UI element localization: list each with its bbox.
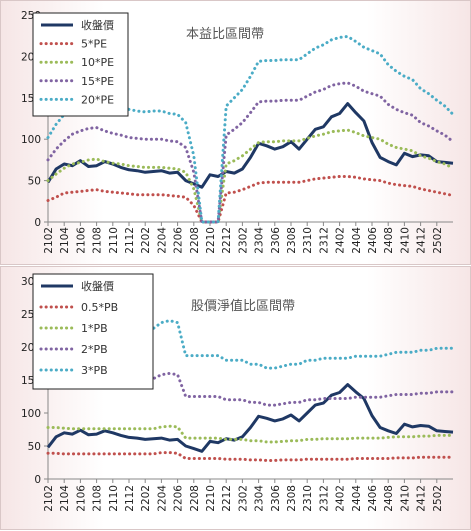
chart-legend: 收盤價 0.5*PB 1*PB 2*PB 3*PB [32, 273, 154, 390]
x-tick-label: 2308 [286, 227, 298, 254]
x-tick-label: 2212 [221, 227, 233, 254]
x-tick-label: 2306 [270, 485, 282, 512]
x-tick-label: 2210 [205, 485, 217, 512]
x-tick-label: 2302 [237, 227, 249, 254]
x-tick-label: 2310 [302, 227, 314, 254]
y-tick-label: 0 [34, 474, 41, 486]
series-line-0 [46, 383, 454, 453]
legend-label: 收盤價 [81, 18, 114, 32]
pb-band-chart-panel: 0 50 100 150 200 250 300 2102 2104 2106 2108 2110 21… [0, 266, 471, 530]
y-tick-label: 50 [28, 176, 41, 188]
x-tick-label: 2102 [43, 227, 55, 254]
x-tick-label: 2308 [286, 485, 298, 512]
series-line-4 [46, 319, 455, 370]
x-tick-label: 2412 [416, 227, 428, 254]
chart-title: 本益比區間帶 [186, 27, 264, 42]
pe-band-chart-panel: 0 50 100 150 200 250 2102 2104 2106 2108 2110 2112 2… [0, 0, 471, 265]
y-tick-label: 100 [21, 408, 41, 420]
x-tick-label: 2102 [43, 485, 55, 512]
legend-label: 1*PB [81, 322, 108, 335]
x-tick-label: 2212 [221, 485, 233, 512]
legend-box [32, 12, 129, 117]
x-tick-label: 2204 [156, 227, 168, 254]
chart-legend: 收盤價 5*PE 10*PE 15*PE 20*PE [32, 12, 129, 117]
series-line-3 [46, 81, 455, 224]
x-tick-label: 2208 [189, 485, 201, 512]
series-line-3 [46, 371, 455, 407]
x-tick-label: 2210 [205, 227, 217, 254]
x-tick-label: 2110 [108, 485, 120, 512]
x-tick-label: 2304 [254, 227, 266, 254]
x-tick-label: 2108 [92, 485, 104, 512]
legend-label: 2*PB [81, 343, 108, 356]
x-tick-label: 2106 [75, 485, 87, 512]
x-tick-label: 2104 [59, 227, 71, 254]
x-tick-label: 2410 [399, 227, 411, 254]
x-tick-label: 2306 [270, 227, 282, 254]
series-line-0 [46, 102, 454, 189]
x-tick-label: 2202 [140, 485, 152, 512]
x-tick-label: 2408 [383, 485, 395, 512]
legend-label: 15*PE [81, 75, 114, 88]
series-line-1 [46, 175, 455, 224]
x-tick-label: 2404 [351, 485, 363, 512]
y-tick-label: 100 [21, 134, 41, 146]
series-line-1 [46, 451, 455, 462]
x-tick-label: 2108 [92, 227, 104, 254]
x-tick-label: 2204 [156, 485, 168, 512]
x-tick-label: 2406 [367, 227, 379, 254]
x-tick-label: 2304 [254, 485, 266, 512]
x-tick-label: 2106 [75, 227, 87, 254]
x-tick-label: 2206 [173, 227, 185, 254]
x-tick-label: 2110 [108, 227, 120, 254]
x-tick-label: 2208 [189, 227, 201, 254]
x-tick-label: 2302 [237, 485, 249, 512]
x-tick-label: 2412 [416, 485, 428, 512]
legend-box [32, 273, 154, 390]
y-tick-label: 50 [28, 441, 41, 453]
x-tick-label: 2402 [335, 485, 347, 512]
chart-title: 股價淨值比區間帶 [191, 298, 295, 314]
y-tick-label: 0 [34, 217, 41, 229]
x-tick-label: 2312 [318, 227, 330, 254]
x-tick-label: 2502 [432, 227, 444, 254]
x-tick-label: 2404 [351, 227, 363, 254]
x-tick-label: 2408 [383, 227, 395, 254]
x-tick-label: 2112 [124, 227, 136, 254]
x-tick-label: 2112 [124, 485, 136, 512]
x-tick-label: 2104 [59, 485, 71, 512]
x-tick-label: 2410 [399, 485, 411, 512]
legend-label: 10*PE [81, 56, 114, 69]
x-tick-label: 2502 [432, 485, 444, 512]
legend-label: 收盤價 [81, 279, 114, 293]
x-tick-label: 2402 [335, 227, 347, 254]
series-line-2 [46, 128, 455, 224]
legend-label: 20*PE [81, 93, 114, 106]
x-tick-label: 2202 [140, 227, 152, 254]
series-line-2 [46, 424, 455, 444]
x-tick-label: 2406 [367, 485, 379, 512]
legend-label: 3*PB [81, 364, 108, 377]
legend-label: 0.5*PB [81, 301, 118, 314]
x-tick-label: 2206 [173, 485, 185, 512]
x-tick-label: 2310 [302, 485, 314, 512]
x-tick-label: 2312 [318, 485, 330, 512]
legend-label: 5*PE [81, 38, 107, 51]
